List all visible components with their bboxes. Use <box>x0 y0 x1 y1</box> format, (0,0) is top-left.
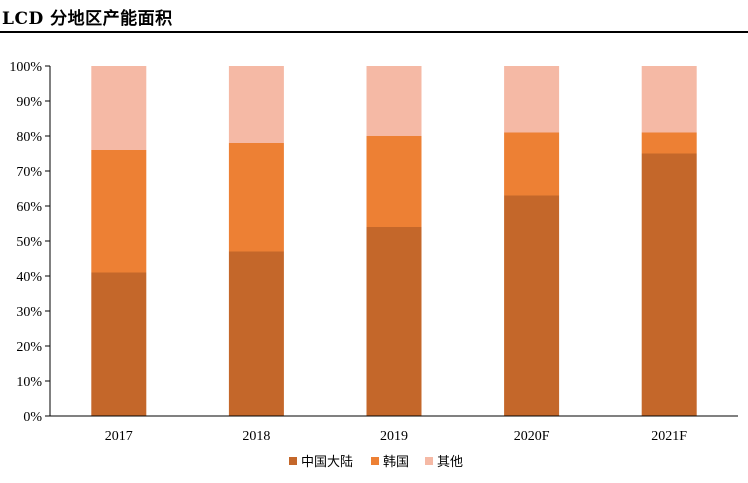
y-tick-label: 10% <box>16 375 42 390</box>
legend-label-0: 中国大陆 <box>301 454 353 470</box>
y-tick-label: 100% <box>9 60 42 75</box>
bar-2018-series-2 <box>228 66 284 143</box>
title-rule <box>0 31 748 33</box>
y-tick-label: 80% <box>16 130 42 145</box>
chart-title: LCD 分地区产能面积 <box>2 9 173 29</box>
legend-label-1: 韩国 <box>383 455 409 470</box>
y-tick-label: 50% <box>16 235 42 250</box>
x-tick-label: 2017 <box>105 429 133 444</box>
legend-swatch-2 <box>425 457 433 465</box>
bar-2021F-series-1 <box>641 132 697 154</box>
legend-swatch-0 <box>289 457 297 465</box>
legend-label-2: 其他 <box>437 455 463 470</box>
bar-2018-series-0 <box>228 251 284 416</box>
bar-2020F-series-2 <box>504 66 560 133</box>
bar-2021F-series-0 <box>641 153 697 416</box>
bar-2018-series-1 <box>228 143 284 252</box>
bar-2019-series-1 <box>366 136 422 227</box>
x-tick-label: 2018 <box>242 429 270 444</box>
legend-swatch-1 <box>371 457 379 465</box>
y-tick-label: 70% <box>16 165 42 180</box>
y-tick-label: 90% <box>16 95 42 110</box>
bar-2021F-series-2 <box>641 66 697 133</box>
y-tick-label: 0% <box>23 410 42 425</box>
y-tick-label: 30% <box>16 305 42 320</box>
y-tick-label: 40% <box>16 270 42 285</box>
y-tick-label: 20% <box>16 340 42 355</box>
bar-2017-series-1 <box>91 150 147 273</box>
bar-2020F-series-0 <box>504 195 560 416</box>
x-tick-label: 2020F <box>514 429 550 444</box>
y-tick-label: 60% <box>16 200 42 215</box>
bar-2019-series-2 <box>366 66 422 136</box>
bar-2019-series-0 <box>366 227 422 416</box>
x-tick-label: 2019 <box>380 429 408 444</box>
x-tick-label: 2021F <box>651 429 687 444</box>
bar-2017-series-0 <box>91 272 147 416</box>
bar-2020F-series-1 <box>504 132 560 196</box>
bar-2017-series-2 <box>91 66 147 150</box>
